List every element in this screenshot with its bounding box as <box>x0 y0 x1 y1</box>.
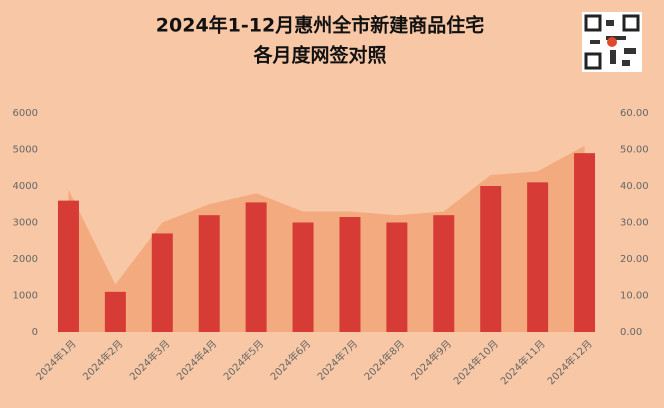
bar <box>339 217 361 332</box>
area <box>68 145 585 332</box>
y-tick-label: 4000 <box>13 181 38 192</box>
y2-tick-label: 60.00 <box>620 108 649 119</box>
bar <box>151 233 173 332</box>
chart-subtitle: 各月度网签对照 <box>252 44 386 67</box>
bar <box>292 222 314 332</box>
y-tick-label: 2000 <box>13 254 38 265</box>
y2-tick-label: 40.00 <box>620 181 649 192</box>
y2-tick-label: 0.00 <box>620 327 642 338</box>
bar <box>198 215 220 332</box>
bar <box>480 186 502 332</box>
y-tick-label: 1000 <box>13 291 38 302</box>
chart-title: 2024年1-12月惠州全市新建商品住宅 <box>156 14 484 37</box>
bar <box>386 222 408 332</box>
y2-tick-label: 10.00 <box>620 291 649 302</box>
y2-tick-label: 20.00 <box>620 254 649 265</box>
y2-tick-label: 50.00 <box>620 145 649 156</box>
y-tick-label: 6000 <box>13 108 38 119</box>
bar <box>433 215 455 332</box>
bar <box>104 291 126 332</box>
bar <box>574 153 596 332</box>
y-tick-label: 5000 <box>13 145 38 156</box>
y2-tick-label: 30.00 <box>620 218 649 229</box>
bar <box>57 200 79 332</box>
y-tick-label: 0 <box>32 327 38 338</box>
bar <box>245 202 267 332</box>
y-tick-label: 3000 <box>13 218 38 229</box>
qr-code <box>582 12 642 72</box>
bar <box>527 182 549 332</box>
